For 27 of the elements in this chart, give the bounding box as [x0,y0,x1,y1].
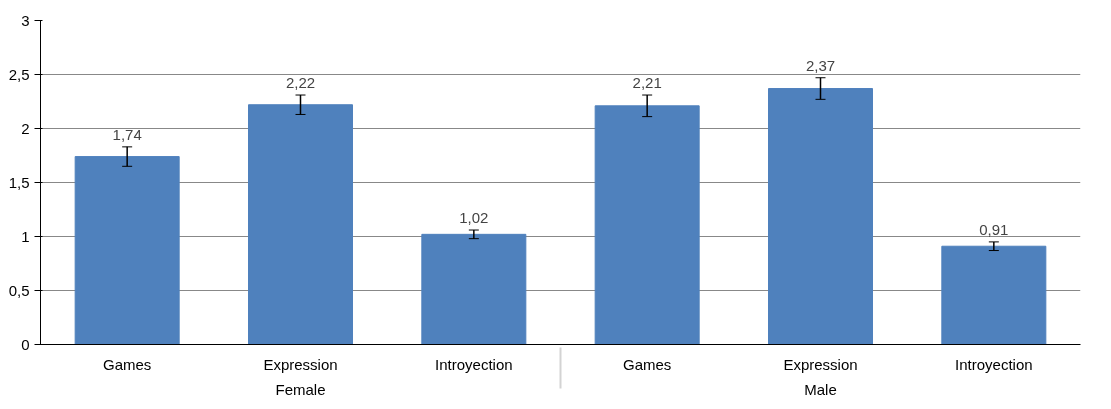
data-label: 2,37 [805,56,836,74]
y-tick-label: 3 [21,11,30,29]
bar [248,104,353,345]
y-tick-label: 1 [21,227,30,245]
x-tick-label: Expression [263,355,338,373]
x-tick-label: Games [102,355,152,373]
text: Female [275,380,326,398]
data-label: 1,74 [112,125,142,143]
y-tick-label: 2,5 [8,65,30,83]
bar [941,245,1047,345]
bar [768,88,873,345]
bar [74,156,180,345]
x-tick-label: Expression [783,355,858,373]
bar [421,233,527,345]
text: Male [804,380,837,398]
data-label: 2,21 [632,74,662,92]
data-label: 0,91 [979,220,1009,238]
bar [594,105,700,345]
x-tick-label: Games [622,355,672,373]
data-label: 1,02 [459,209,489,227]
y-tick-label: 0 [21,335,30,353]
x-tick-label: Introyection [955,355,1033,373]
y-tick-label: 2 [21,119,30,137]
data-label: 2,22 [285,74,316,92]
x-tick-label: Introyection [435,355,513,373]
y-tick-label: 1,5 [8,173,30,191]
y-tick-label: 0,5 [8,281,30,299]
